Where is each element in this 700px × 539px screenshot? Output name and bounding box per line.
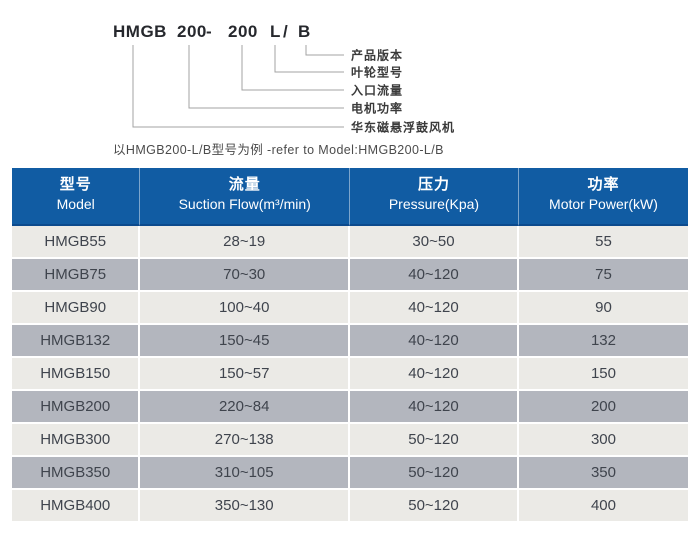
table-cell: 132 [518, 323, 688, 356]
header-model: 型号 Model [12, 168, 141, 226]
table-cell: 150 [518, 356, 688, 389]
table-cell: 90 [518, 290, 688, 323]
table-cell: 55 [518, 226, 688, 257]
label-inlet-flow: 入口流量 [351, 83, 404, 98]
label-product-version: 产品版本 [351, 48, 404, 63]
model-code-flow: 200 [177, 22, 207, 41]
table-row: HMGB400 350~130 50~120 400 [12, 488, 688, 521]
table-row: HMGB55 28~19 30~50 55 [12, 226, 688, 257]
table-cell: 400 [518, 488, 688, 521]
table-cell: 350 [518, 455, 688, 488]
connector-line-impeller [274, 45, 344, 73]
spec-table: 型号 Model 流量 Suction Flow(m³/min) 压力 Pres… [12, 168, 688, 521]
table-row: HMGB200 220~84 40~120 200 [12, 389, 688, 422]
header-suction-flow-en: Suction Flow(m³/min) [178, 196, 311, 212]
table-cell: HMGB300 [12, 422, 141, 455]
table-row: HMGB150 150~57 40~120 150 [12, 356, 688, 389]
model-code-version: B [298, 22, 311, 41]
table-row: HMGB350 310~105 50~120 350 [12, 455, 688, 488]
table-cell: 40~120 [349, 257, 519, 290]
header-pressure: 压力 Pressure(Kpa) [349, 168, 519, 226]
table-cell: HMGB350 [12, 455, 141, 488]
label-impeller-model: 叶轮型号 [351, 65, 404, 80]
table-cell: 220~84 [140, 389, 350, 422]
model-code-dash: - [206, 22, 213, 41]
table-cell: 30~50 [349, 226, 519, 257]
table-cell: HMGB55 [12, 226, 141, 257]
table-cell: 40~120 [349, 389, 519, 422]
table-cell: 40~120 [349, 356, 519, 389]
table-cell: HMGB200 [12, 389, 141, 422]
table-cell: 150~57 [140, 356, 350, 389]
table-cell: 270~138 [140, 422, 350, 455]
table-cell: HMGB150 [12, 356, 141, 389]
table-cell: 40~120 [349, 323, 519, 356]
table-cell: 310~105 [140, 455, 350, 488]
table-row: HMGB90 100~40 40~120 90 [12, 290, 688, 323]
table-cell: 75 [518, 257, 688, 290]
connector-line-power [188, 45, 344, 109]
table-cell: HMGB90 [12, 290, 141, 323]
table-cell: HMGB75 [12, 257, 141, 290]
header-suction-flow-zh: 流量 [228, 176, 261, 193]
table-cell: HMGB132 [12, 323, 141, 356]
table-header-row: 型号 Model 流量 Suction Flow(m³/min) 压力 Pres… [12, 168, 688, 226]
table-cell: 28~19 [140, 226, 350, 257]
label-motor-power: 电机功率 [351, 101, 404, 116]
header-motor-power-zh: 功率 [587, 176, 620, 193]
table-cell: 50~120 [349, 488, 519, 521]
table-row: HMGB132 150~45 40~120 132 [12, 323, 688, 356]
header-model-en: Model [56, 196, 95, 212]
table-cell: 350~130 [140, 488, 350, 521]
model-code-prefix: HMGB [113, 22, 167, 41]
table-cell: HMGB400 [12, 488, 141, 521]
table-cell: 40~120 [349, 290, 519, 323]
callout-connector-lines [132, 45, 344, 128]
model-code-power: 200 [228, 22, 258, 41]
model-example-caption: 以HMGB200-L/B型号为例 -refer to Model:HMGB200… [113, 143, 444, 157]
header-motor-power: 功率 Motor Power(kW) [518, 168, 688, 226]
table-row: HMGB75 70~30 40~120 75 [12, 257, 688, 290]
connector-line-version [305, 45, 344, 56]
table-cell: 300 [518, 422, 688, 455]
table-cell: 200 [518, 389, 688, 422]
model-code-slash: / [283, 22, 289, 41]
label-brand-name: 华东磁悬浮鼓风机 [351, 120, 456, 135]
header-pressure-en: Pressure(Kpa) [388, 196, 480, 212]
table-cell: 100~40 [140, 290, 350, 323]
table-cell: 50~120 [349, 455, 519, 488]
header-suction-flow: 流量 Suction Flow(m³/min) [140, 168, 350, 226]
connector-line-brand [132, 45, 344, 128]
connector-line-flow [241, 45, 344, 91]
header-model-zh: 型号 [59, 176, 92, 193]
table-row: HMGB300 270~138 50~120 300 [12, 422, 688, 455]
header-motor-power-en: Motor Power(kW) [549, 196, 658, 212]
table-cell: 150~45 [140, 323, 350, 356]
model-code-impeller: L [270, 22, 281, 41]
table-cell: 50~120 [349, 422, 519, 455]
header-pressure-zh: 压力 [417, 176, 450, 193]
table-cell: 70~30 [140, 257, 350, 290]
